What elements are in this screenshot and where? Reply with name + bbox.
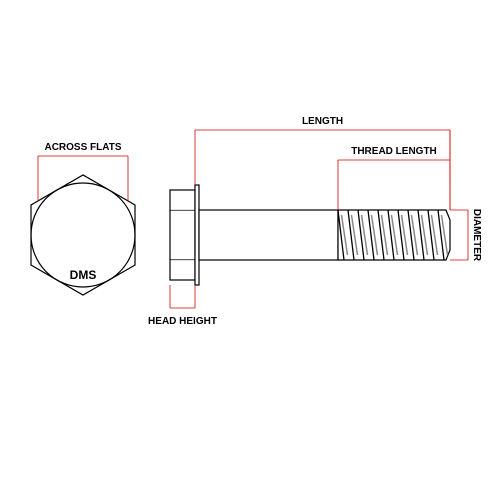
- thread_length-label: THREAD LENGTH: [351, 146, 437, 157]
- diameter-label: DIAMETER: [471, 209, 482, 262]
- head_height-label: HEAD HEIGHT: [148, 316, 217, 327]
- bolt-side-view: [170, 185, 450, 285]
- across_flats-label: ACROSS FLATS: [44, 142, 121, 153]
- length-label: LENGTH: [302, 116, 343, 127]
- dms-label: DMS: [70, 268, 97, 282]
